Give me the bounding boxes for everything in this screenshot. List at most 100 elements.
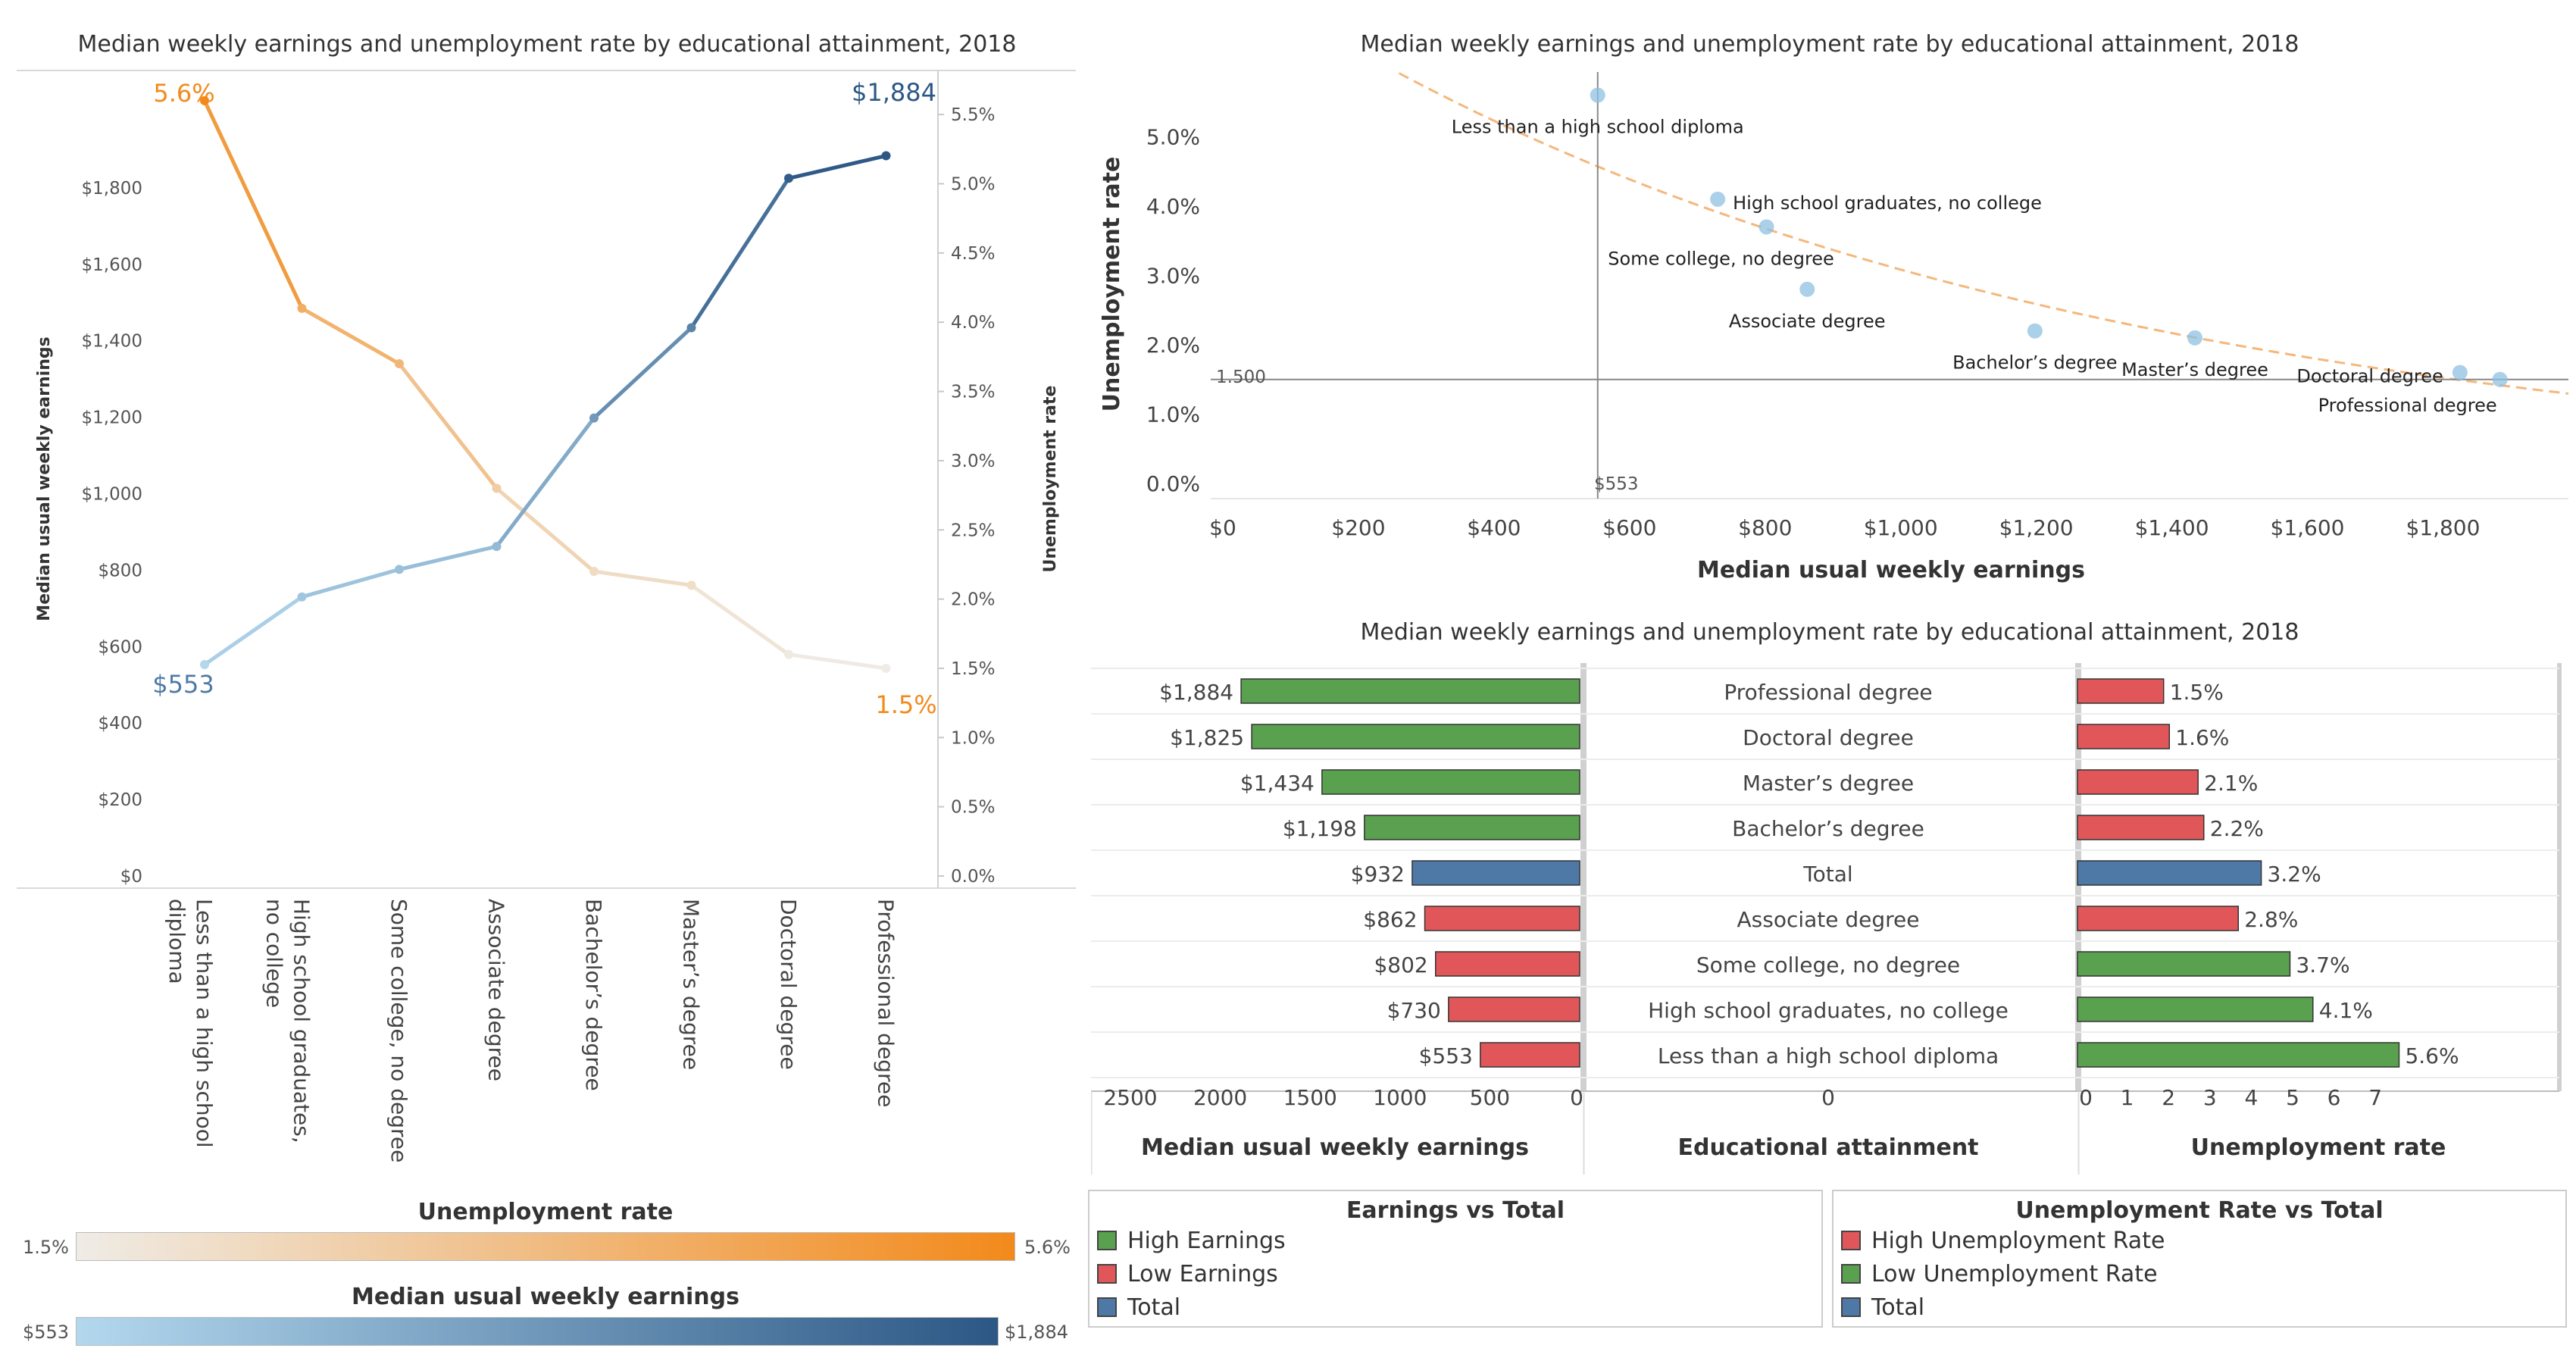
unemployment-tick-label: 1: [2121, 1085, 2134, 1110]
earnings-bar: [1240, 678, 1580, 704]
unemp-point: [395, 359, 404, 369]
scatter-point-label: Less than a high school diploma: [1452, 117, 1744, 138]
scatter-point-label: Associate degree: [1729, 311, 1886, 332]
earnings-bar-label: $730: [1387, 998, 1441, 1023]
category-label: Less than a high school diploma: [1658, 1043, 1999, 1068]
earnings-bar: [1321, 769, 1580, 795]
unemp-ramp-max: 5.6%: [1024, 1237, 1071, 1258]
earnings-tick-label: 0: [1570, 1085, 1583, 1110]
earnings-legend-title: Earnings vs Total: [1346, 1197, 1565, 1224]
scatter-point: [1590, 87, 1605, 103]
y-tick-label: 1.0%: [1146, 402, 1200, 427]
earnings-bar: [1411, 860, 1580, 886]
legend-label: High Unemployment Rate: [1871, 1227, 2165, 1254]
legend-item-low-earnings[interactable]: Low Earnings: [1097, 1257, 1821, 1290]
label-last-earn: $1,884: [852, 78, 936, 107]
legend-item-low-unemp[interactable]: Low Unemployment Rate: [1841, 1257, 2565, 1290]
unemployment-tick-label: 5: [2286, 1085, 2299, 1110]
line-chart: Median weekly earnings and unemployment …: [17, 31, 1076, 1162]
earn-point: [686, 323, 696, 333]
category-label: Professional degree: [1724, 680, 1932, 705]
unemployment-bar: [2077, 951, 2291, 977]
unemployment-bar: [2077, 906, 2239, 931]
swatch-low: [1841, 1231, 1861, 1250]
left-tick-label: $1,800: [82, 179, 142, 199]
earnings-vs-total-legend: Earnings vs Total High Earnings Low Earn…: [1088, 1190, 1823, 1328]
unemp-point: [686, 580, 696, 590]
right-tick-label: 2.0%: [951, 590, 995, 610]
earn-segment: [689, 176, 791, 330]
bar-chart: Median weekly earnings and unemployment …: [1091, 619, 2562, 1175]
unemployment-bar: [2077, 678, 2165, 704]
unemp-point: [589, 567, 599, 577]
scatter-title: Median weekly earnings and unemployment …: [1361, 31, 2299, 58]
category-label: Bachelor’s degree: [581, 899, 606, 1091]
earn-ramp-max: $1,884: [1005, 1322, 1068, 1343]
bar-left-axis-title: Median usual weekly earnings: [1141, 1134, 1529, 1161]
earnings-bar-label: $932: [1351, 862, 1405, 887]
earn-point: [589, 413, 599, 423]
right-tick-label: 5.0%: [951, 175, 995, 195]
category-label-line: Bachelor’s degree: [581, 899, 606, 1091]
left-tick-label: $1,400: [82, 332, 142, 352]
legend-item-total[interactable]: Total: [1841, 1290, 2565, 1324]
x-tick-label: $1,800: [2406, 515, 2480, 540]
column-separator: [1580, 663, 1587, 1091]
earn-point: [784, 174, 793, 183]
legend-item-total[interactable]: Total: [1097, 1290, 1821, 1324]
swatch-low: [1097, 1264, 1117, 1284]
category-label: Master’s degree: [1743, 771, 1914, 796]
category-label-line: no college: [262, 899, 287, 1008]
earnings-tick-label: 1500: [1283, 1085, 1337, 1110]
earn-ramp-bar: [76, 1317, 999, 1346]
left-tick-label: $1,000: [82, 485, 142, 505]
earnings-bar-label: $1,198: [1283, 816, 1357, 841]
scatter-point: [2187, 330, 2202, 346]
earn-ramp-title: Median usual weekly earnings: [352, 1284, 739, 1310]
legend-item-high-unemp[interactable]: High Unemployment Rate: [1841, 1224, 2565, 1257]
unemp-ramp-bar: [76, 1232, 1015, 1261]
right-tick-label: 4.0%: [951, 313, 995, 333]
x-tick-label: $600: [1602, 515, 1656, 540]
unemployment-bar-label: 4.1%: [2319, 998, 2373, 1023]
earnings-tick-label: 1000: [1373, 1085, 1427, 1110]
scatter-point: [1758, 219, 1774, 235]
scatter-point-label: Doctoral degree: [2296, 366, 2443, 387]
x-tick-label: $1,200: [1999, 515, 2074, 540]
category-label: Doctoral degree: [776, 899, 801, 1070]
unemp-segment: [397, 361, 499, 490]
right-tick-label: 3.0%: [951, 452, 995, 471]
scatter-chart: Median weekly earnings and unemployment …: [1099, 31, 2568, 583]
unemp-segment: [689, 583, 791, 657]
unemp-segment: [592, 569, 693, 587]
category-label: Doctoral degree: [1743, 725, 1914, 750]
x-tick-label: $1,000: [1864, 515, 1938, 540]
x-tick-label: $400: [1467, 515, 1521, 540]
category-label: Some college, no degree: [1696, 953, 1960, 978]
category-label-line: diploma: [164, 899, 189, 984]
legend-item-high-earnings[interactable]: High Earnings: [1097, 1224, 1821, 1257]
swatch-high: [1841, 1264, 1861, 1284]
left-tick-label: $400: [98, 714, 142, 734]
line-right-axis-title: Unemployment rate: [1041, 386, 1060, 573]
unemployment-tick-label: 4: [2244, 1085, 2258, 1110]
earn-segment: [495, 416, 596, 549]
left-tick-label: $600: [98, 637, 142, 657]
right-tick-label: 0.5%: [951, 798, 995, 818]
label-first-unemp: 5.6%: [153, 79, 214, 108]
category-label: Master’s degree: [679, 899, 704, 1070]
unemployment-bar-label: 5.6%: [2405, 1043, 2459, 1068]
unemployment-bar: [2077, 815, 2205, 840]
earn-segment: [300, 567, 402, 599]
category-label: High school graduates, no college: [1648, 998, 2009, 1023]
category-label: High school graduates,no college: [262, 899, 314, 1143]
scatter-point: [1710, 191, 1726, 207]
earnings-bar-label: $862: [1363, 907, 1417, 932]
unemp-legend-title: Unemployment Rate vs Total: [2015, 1197, 2384, 1224]
category-label-line: Master’s degree: [679, 899, 704, 1070]
category-label: Some college, no degree: [386, 899, 411, 1162]
legend-label: High Earnings: [1127, 1227, 1286, 1254]
unemployment-bar: [2077, 1042, 2400, 1068]
x-tick-label: $1,400: [2135, 515, 2209, 540]
scatter-point-label: Some college, no degree: [1608, 248, 1834, 269]
